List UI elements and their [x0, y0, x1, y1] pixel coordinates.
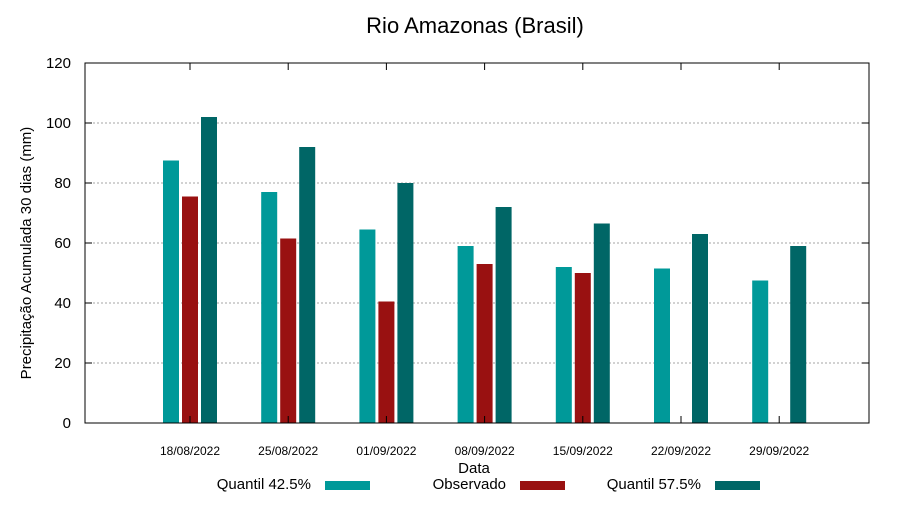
bar — [476, 264, 493, 423]
x-tick-label: 25/08/2022 — [258, 444, 318, 458]
bars — [163, 117, 807, 423]
bar — [261, 192, 278, 423]
bar — [654, 268, 670, 423]
y-tick-label: 100 — [46, 115, 71, 132]
y-axis-label: Precipitação Acumulada 30 dias (mm) — [18, 127, 35, 380]
bar — [280, 238, 297, 423]
legend-swatch — [715, 481, 760, 490]
legend-swatch — [325, 481, 370, 490]
bar — [593, 223, 610, 423]
x-tick-label: 15/09/2022 — [553, 444, 613, 458]
y-tick-label: 60 — [54, 235, 71, 252]
bar — [790, 246, 807, 423]
x-tick-label: 22/09/2022 — [651, 444, 711, 458]
bar — [299, 147, 316, 423]
legend: Quantil 42.5% Observado Quantil 57.5% — [217, 476, 760, 493]
bar — [574, 273, 591, 423]
bar — [495, 207, 512, 423]
bar — [182, 196, 198, 423]
y-tick-label: 40 — [54, 295, 71, 312]
bar — [163, 160, 179, 423]
x-tick-label: 01/09/2022 — [356, 444, 416, 458]
bar — [378, 301, 395, 423]
bar — [457, 246, 474, 423]
y-tick-label: 120 — [46, 55, 71, 72]
legend-label: Quantil 42.5% — [217, 476, 311, 493]
bar — [201, 117, 217, 423]
bar — [397, 183, 414, 423]
bar — [692, 234, 708, 423]
chart-title: Rio Amazonas (Brasil) — [366, 13, 584, 38]
legend-label: Quantil 57.5% — [607, 476, 701, 493]
x-tick-label: 18/08/2022 — [160, 444, 220, 458]
x-axis-label: Data — [458, 460, 490, 477]
y-axis-ticks: 0 20 40 60 80 100 120 — [46, 55, 869, 432]
y-tick-label: 20 — [54, 355, 71, 372]
bar — [359, 229, 376, 423]
y-tick-label: 80 — [54, 175, 71, 192]
x-tick-label: 29/09/2022 — [749, 444, 809, 458]
bar — [752, 280, 769, 423]
bar — [555, 267, 572, 423]
x-axis-ticks: 18/08/2022 25/08/2022 01/09/2022 08/09/2022… — [160, 63, 810, 458]
legend-swatch — [520, 481, 565, 490]
legend-label: Observado — [433, 476, 506, 493]
y-tick-label: 0 — [63, 415, 71, 432]
x-tick-label: 08/09/2022 — [455, 444, 515, 458]
